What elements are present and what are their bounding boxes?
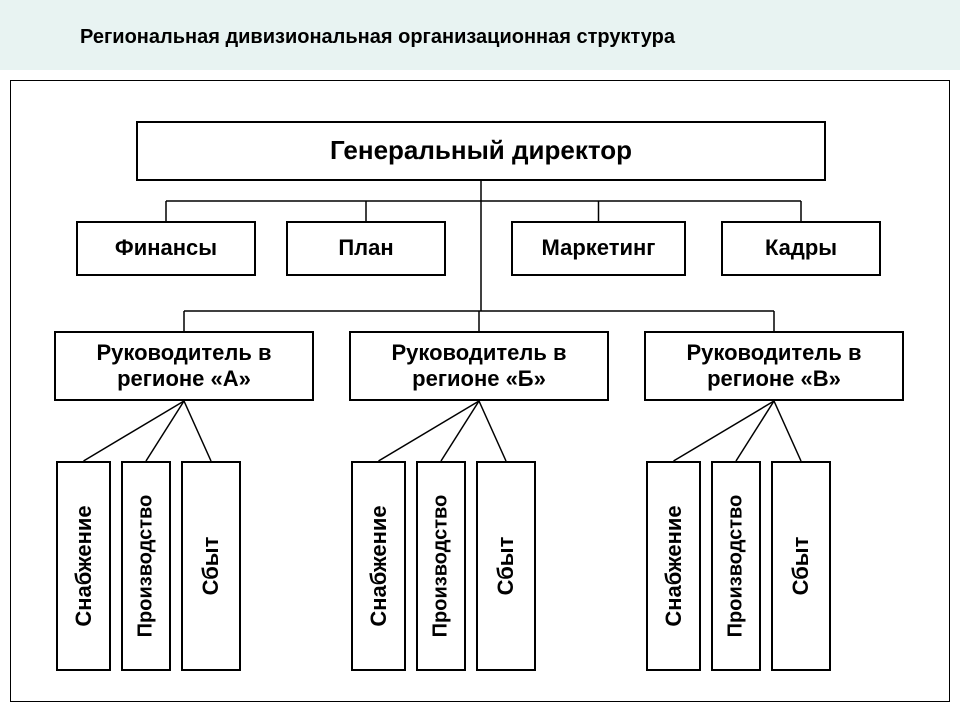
node-b-sales-label: Сбыт (493, 537, 519, 596)
node-dep-finance-label: Финансы (115, 235, 217, 261)
node-b-production: Производство (416, 461, 466, 671)
node-b-supply-label: Снабжение (366, 505, 392, 626)
node-c-sales: Сбыт (771, 461, 831, 671)
node-region-b-label: Руководитель в регионе «Б» (351, 340, 607, 393)
node-c-sales-label: Сбыт (788, 537, 814, 596)
node-a-supply-label: Снабжение (71, 505, 97, 626)
node-region-c: Руководитель в регионе «В» (644, 331, 904, 401)
node-b-production-label: Производство (430, 495, 453, 638)
node-dep-hr: Кадры (721, 221, 881, 276)
node-a-production: Производство (121, 461, 171, 671)
node-dep-plan: План (286, 221, 446, 276)
node-region-c-label: Руководитель в регионе «В» (646, 340, 902, 393)
node-region-b: Руководитель в регионе «Б» (349, 331, 609, 401)
node-dep-marketing: Маркетинг (511, 221, 686, 276)
node-dep-hr-label: Кадры (765, 235, 837, 261)
node-c-production-label: Производство (725, 495, 748, 638)
node-dep-plan-label: План (338, 235, 393, 261)
node-region-a-label: Руководитель в регионе «А» (56, 340, 312, 393)
node-dep-marketing-label: Маркетинг (542, 235, 656, 261)
node-c-supply-label: Снабжение (661, 505, 687, 626)
chart-frame: Генеральный директор Финансы План Маркет… (10, 80, 950, 702)
node-a-production-label: Производство (135, 495, 158, 638)
node-a-sales-label: Сбыт (198, 537, 224, 596)
node-root-label: Генеральный директор (330, 135, 632, 166)
node-a-supply: Снабжение (56, 461, 111, 671)
node-a-sales: Сбыт (181, 461, 241, 671)
node-b-sales: Сбыт (476, 461, 536, 671)
page-title: Региональная дивизиональная организацион… (80, 26, 675, 49)
node-b-supply: Снабжение (351, 461, 406, 671)
node-dep-finance: Финансы (76, 221, 256, 276)
node-c-production: Производство (711, 461, 761, 671)
node-root: Генеральный директор (136, 121, 826, 181)
node-region-a: Руководитель в регионе «А» (54, 331, 314, 401)
node-c-supply: Снабжение (646, 461, 701, 671)
